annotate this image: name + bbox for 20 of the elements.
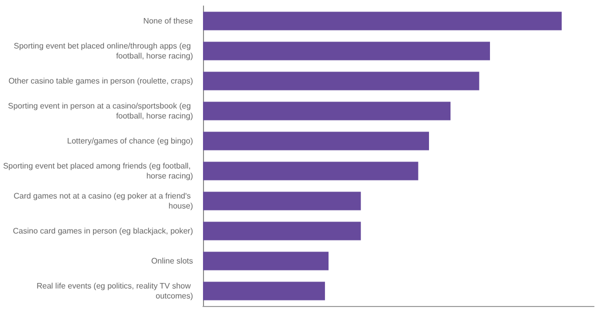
bar [203,102,451,120]
y-tick-label: Sporting event bet placed among friends (eg football, horse racing) [3,162,194,180]
y-tick-label: Sporting event in person at a casino/sportsbook (eg football, horse racing) [8,102,194,120]
y-tick-label: Sporting event bet placed online/through apps (eg football, horse racing) [14,42,194,60]
y-tick-label: Other casino table games in person (roulette, craps) [8,76,194,86]
bar [203,252,329,270]
bar [203,72,480,90]
bar [203,192,361,210]
y-tick-label: None of these [143,16,194,26]
y-tick-label: Real life events (eg politics, reality TV show outcomes) [36,282,194,300]
y-tick-label: Casino card games in person (eg blackjack, poker) [12,226,194,236]
y-tick-label: Card games not at a casino (eg poker at a friend's house) [14,192,194,210]
bar [203,162,418,180]
bar [203,42,490,60]
y-tick-label: Online slots [151,256,193,266]
bar [203,282,325,300]
y-tick-label: Lottery/games of chance (eg bingo) [67,136,194,146]
bar [203,12,562,30]
bar [203,222,361,240]
bar [203,132,429,150]
